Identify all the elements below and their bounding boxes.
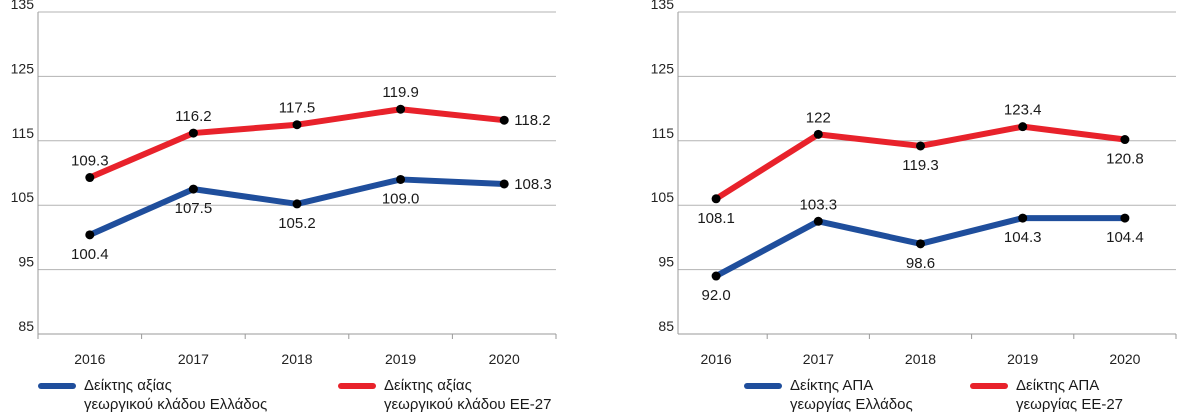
chart-right-plot: 85 95 105 115 125 135 2016 2017 2018 2019 2020 92.0… (651, 0, 1177, 367)
legend-label-line: Δείκτης αξίας (84, 377, 172, 394)
y-tick-label: 135 (11, 0, 35, 12)
legend-label: Δείκτης αξίας γεωργικού κλάδου Ελλάδος (84, 376, 267, 414)
legend-swatch (744, 383, 782, 389)
y-tick-label: 135 (651, 0, 675, 12)
x-tick-label: 2019 (1007, 351, 1038, 367)
data-label: 118.2 (514, 112, 550, 129)
data-point (1120, 135, 1130, 145)
x-tick-label: 2016 (74, 351, 105, 367)
data-label: 123.4 (1004, 102, 1042, 119)
x-tick-label: 2020 (1109, 351, 1140, 367)
legend-label-line: Δείκτης ΑΠΑ (790, 377, 874, 394)
data-label: 103.3 (800, 196, 838, 213)
legend-label-line: γεωργίας ΕΕ-27 (1016, 396, 1124, 413)
data-label: 105.2 (278, 215, 316, 232)
data-label: 119.3 (902, 157, 938, 174)
data-point (499, 115, 509, 125)
data-point (1018, 213, 1028, 223)
data-label: 92.0 (701, 287, 730, 304)
legend-item-greece: Δείκτης ΑΠΑ γεωργίας Ελλάδος (744, 376, 913, 414)
data-label: 108.3 (514, 176, 552, 193)
data-point (396, 174, 406, 184)
data-label: 116.2 (175, 108, 211, 125)
data-point (292, 120, 302, 130)
data-label: 104.4 (1106, 229, 1144, 246)
data-label: 109.0 (382, 190, 420, 207)
data-point (813, 129, 823, 139)
data-point (499, 179, 509, 189)
x-tick-label: 2016 (701, 351, 732, 367)
legend-swatch (38, 383, 76, 389)
legend-label-line: γεωργικού κλάδου Ελλάδος (84, 396, 268, 413)
chart-left: 85 95 105 115 125 135 2016 2017 2018 2019 2020 100.… (0, 0, 580, 372)
legend-label: Δείκτης ΑΠΑ γεωργίας ΕΕ-27 (1016, 376, 1123, 414)
data-label: 107.5 (175, 200, 213, 217)
data-point (85, 173, 95, 183)
data-label: 109.3 (71, 153, 109, 170)
legend-label-line: γεωργίας Ελλάδος (790, 396, 913, 413)
y-tick-label: 85 (18, 318, 34, 334)
data-point (292, 199, 302, 209)
y-tick-label: 85 (658, 318, 674, 334)
data-point (188, 128, 198, 138)
data-label: 122 (806, 109, 831, 126)
data-label: 98.6 (906, 255, 935, 272)
y-tick-label: 115 (652, 125, 675, 141)
data-label: 117.5 (279, 100, 315, 117)
data-label: 108.1 (697, 210, 735, 227)
y-tick-label: 95 (658, 254, 674, 270)
legend-label: Δείκτης ΑΠΑ γεωργίας Ελλάδος (790, 376, 913, 414)
data-point (1120, 213, 1130, 223)
y-tick-label: 105 (11, 189, 35, 205)
chart-right: 85 95 105 115 125 135 2016 2017 2018 2019 2020 92.0… (620, 0, 1200, 372)
legend-item-eu27: Δείκτης αξίας γεωργικού κλάδου ΕΕ-27 (338, 376, 552, 414)
data-point (396, 104, 406, 114)
legend-label-line: Δείκτης ΑΠΑ (1016, 377, 1100, 394)
data-point (1018, 122, 1028, 132)
legend-swatch (338, 383, 376, 389)
x-tick-label: 2018 (905, 351, 936, 367)
data-point (188, 184, 198, 194)
x-tick-label: 2018 (281, 351, 312, 367)
data-point (711, 271, 721, 281)
y-tick-label: 95 (18, 254, 34, 270)
series-line (88, 106, 505, 181)
x-tick-label: 2017 (178, 351, 209, 367)
data-label: 100.4 (71, 246, 109, 263)
y-tick-label: 125 (11, 60, 35, 76)
data-label: 119.9 (382, 84, 418, 101)
y-tick-label: 105 (651, 189, 675, 205)
y-tick-label: 115 (12, 125, 35, 141)
legend-swatch (970, 383, 1008, 389)
legend-label: Δείκτης αξίας γεωργικού κλάδου ΕΕ-27 (384, 376, 552, 414)
x-tick-label: 2017 (803, 351, 834, 367)
data-point (813, 216, 823, 226)
legend-label-line: Δείκτης αξίας (384, 377, 472, 394)
data-point (916, 141, 925, 151)
data-label: 104.3 (1004, 229, 1042, 246)
legend-label-line: γεωργικού κλάδου ΕΕ-27 (384, 396, 552, 413)
legend-item-eu27: Δείκτης ΑΠΑ γεωργίας ΕΕ-27 (970, 376, 1123, 414)
y-tick-label: 125 (651, 60, 675, 76)
data-point (916, 239, 925, 249)
data-label: 120.8 (1106, 151, 1144, 168)
x-tick-label: 2020 (489, 351, 520, 367)
data-point (85, 230, 95, 240)
chart-left-plot: 85 95 105 115 125 135 2016 2017 2018 2019 2020 100.… (11, 0, 557, 367)
x-tick-label: 2019 (385, 351, 416, 367)
data-point (711, 194, 721, 204)
legend-item-greece: Δείκτης αξίας γεωργικού κλάδου Ελλάδος (38, 376, 267, 414)
